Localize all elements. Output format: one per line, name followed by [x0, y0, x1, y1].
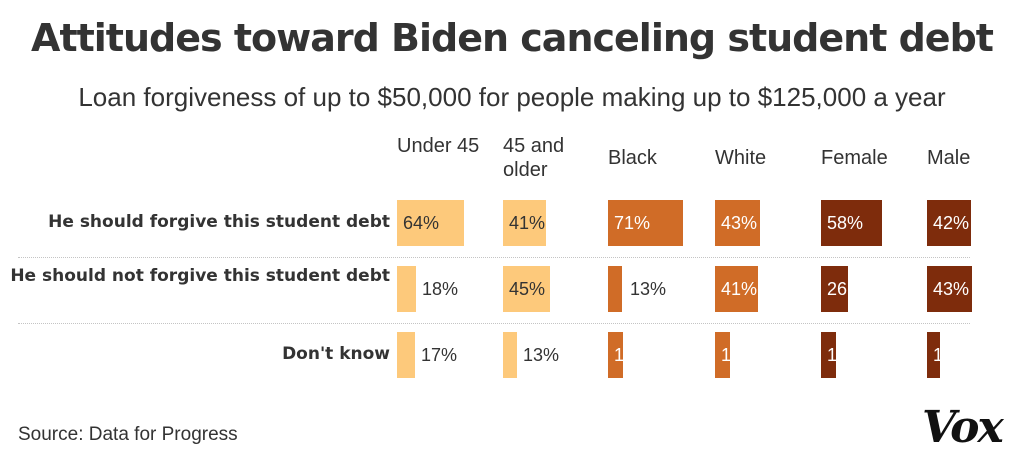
bar-value-label: 43%: [933, 279, 970, 299]
bar-cell: 42%: [927, 200, 1024, 246]
column-header: Black: [608, 147, 657, 169]
row-label: He should forgive this student debt: [48, 212, 390, 232]
bar: [927, 200, 971, 246]
bar-cell: 64%: [397, 200, 497, 246]
bar-value-label: 1: [827, 345, 838, 365]
bar-cell: 71%: [608, 200, 708, 246]
chart-subtitle: Loan forgiveness of up to $50,000 for pe…: [78, 82, 946, 112]
source-note: Source: Data for Progress: [18, 424, 238, 445]
bar-cell: 1: [927, 332, 1024, 378]
bar: [927, 332, 940, 378]
column-header: 45 and older: [503, 135, 565, 181]
bar: [715, 266, 758, 312]
bar-cell: 1: [608, 332, 708, 378]
row-label: Don't know: [282, 344, 390, 364]
bar: [503, 332, 517, 378]
bar-value-label: 41%: [721, 279, 758, 299]
bar-value-label: 41%: [509, 213, 546, 233]
bar: [608, 266, 622, 312]
row-divider: [18, 323, 970, 324]
row-divider: [18, 257, 970, 258]
chart-title: Attitudes toward Biden canceling student…: [31, 16, 994, 60]
row-label: He should not forgive this student debt: [10, 266, 390, 286]
bar-value-label: 1: [933, 345, 944, 365]
bar-cell: 41%: [715, 266, 815, 312]
bar: [503, 200, 546, 246]
bar-cell: 1: [821, 332, 921, 378]
bar-cell: 43%: [927, 266, 1024, 312]
bar: [715, 200, 760, 246]
bar-value-label: 42%: [933, 213, 970, 233]
bar-cell: 18%: [397, 266, 497, 312]
bar: [397, 200, 464, 246]
bar-value-label: 18%: [422, 279, 459, 299]
bar: [715, 332, 730, 378]
bar: [821, 332, 836, 378]
bar: [821, 200, 882, 246]
bar-cell: 1: [715, 332, 815, 378]
bar: [608, 332, 623, 378]
bar: [821, 266, 848, 312]
bar-cell: 13%: [503, 332, 603, 378]
bar: [608, 200, 683, 246]
bar-cell: 45%: [503, 266, 603, 312]
bar-cell: 41%: [503, 200, 603, 246]
vox-logo: Vox: [922, 402, 1004, 453]
bar: [503, 266, 550, 312]
column-header: Under 45: [397, 135, 480, 157]
bar: [397, 266, 416, 312]
bar: [397, 332, 415, 378]
bar-cell: 58%: [821, 200, 921, 246]
bar-value-label: 71%: [614, 213, 651, 233]
bar-cell: 26: [821, 266, 921, 312]
column-header: Male: [927, 147, 971, 169]
bar-value-label: 1: [721, 345, 732, 365]
bar-cell: 13%: [608, 266, 708, 312]
bar-value-label: 26: [827, 279, 848, 299]
bar-cell: 17%: [397, 332, 497, 378]
column-header: White: [715, 147, 767, 169]
bar-value-label: 58%: [827, 213, 864, 233]
bar: [927, 266, 972, 312]
bar-value-label: 13%: [523, 345, 560, 365]
bar-value-label: 17%: [421, 345, 458, 365]
bar-value-label: 43%: [721, 213, 758, 233]
bar-value-label: 45%: [509, 279, 546, 299]
bar-value-label: 1: [614, 345, 625, 365]
column-header: Female: [821, 147, 888, 169]
bar-value-label: 13%: [630, 279, 667, 299]
bar-cell: 43%: [715, 200, 815, 246]
bar-value-label: 64%: [403, 213, 440, 233]
